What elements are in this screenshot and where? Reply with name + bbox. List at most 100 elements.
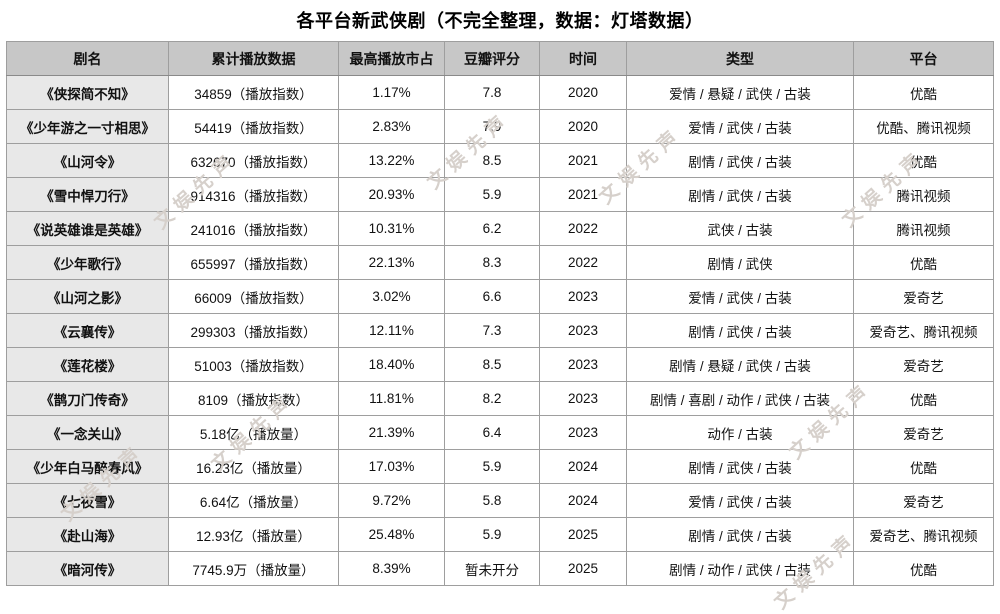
cell-rating: 5.9 (444, 517, 540, 552)
cell-market-share: 3.02% (338, 279, 445, 314)
cell-platform: 爱奇艺、腾讯视频 (853, 517, 994, 552)
cell-year: 2020 (539, 109, 627, 144)
cell-name: 《暗河传》 (6, 551, 169, 586)
cell-market-share: 11.81% (338, 381, 445, 416)
cell-market-share: 21.39% (338, 415, 445, 450)
col-header-platform: 平台 (853, 41, 994, 76)
cell-platform: 爱奇艺 (853, 483, 994, 518)
cell-rating: 暂未开分 (444, 551, 540, 586)
cell-rating: 7.3 (444, 313, 540, 348)
cell-platform: 优酷 (853, 381, 994, 416)
cell-platform: 腾讯视频 (853, 211, 994, 246)
cell-market-share: 8.39% (338, 551, 445, 586)
page-title: 各平台新武侠剧（不完全整理，数据：灯塔数据） (296, 11, 704, 31)
cell-playback: 12.93亿（播放量） (168, 517, 339, 552)
cell-platform: 优酷、腾讯视频 (853, 109, 994, 144)
cell-name: 《少年白马醉春风》 (6, 449, 169, 484)
cell-name: 《一念关山》 (6, 415, 169, 450)
table-row: 《赴山海》 12.93亿（播放量） 25.48% 5.9 2025 剧情 / 武侠 / 古… (6, 517, 994, 552)
cell-name: 《少年歌行》 (6, 245, 169, 280)
cell-name: 《鹊刀门传奇》 (6, 381, 169, 416)
cell-playback: 54419（播放指数） (168, 109, 339, 144)
cell-rating: 8.5 (444, 347, 540, 382)
cell-year: 2025 (539, 517, 627, 552)
cell-year: 2025 (539, 551, 627, 586)
cell-platform: 优酷 (853, 75, 994, 110)
cell-name: 《雪中悍刀行》 (6, 177, 169, 212)
col-header-name: 剧名 (6, 41, 169, 76)
cell-genres: 剧情 / 武侠 / 古装 (626, 143, 854, 178)
cell-playback: 241016（播放指数） (168, 211, 339, 246)
cell-year: 2023 (539, 415, 627, 450)
table-body: 《侠探简不知》 34859（播放指数） 1.17% 7.8 2020 爱情 / 悬疑 / … (6, 75, 994, 586)
cell-playback: 66009（播放指数） (168, 279, 339, 314)
cell-genres: 武侠 / 古装 (626, 211, 854, 246)
cell-playback: 7745.9万（播放量） (168, 551, 339, 586)
cell-genres: 剧情 / 武侠 / 古装 (626, 517, 854, 552)
col-header-market-share: 最高播放市占 (338, 41, 445, 76)
cell-playback: 299303（播放指数） (168, 313, 339, 348)
cell-genres: 动作 / 古装 (626, 415, 854, 450)
cell-playback: 6.64亿（播放量） (168, 483, 339, 518)
cell-playback: 914316（播放指数） (168, 177, 339, 212)
header-row: 剧名 累计播放数据 最高播放市占 豆瓣评分 时间 类型 平台 (6, 41, 994, 76)
cell-genres: 爱情 / 武侠 / 古装 (626, 483, 854, 518)
cell-market-share: 9.72% (338, 483, 445, 518)
table-row: 《雪中悍刀行》 914316（播放指数） 20.93% 5.9 2021 剧情 / 武侠 … (6, 177, 994, 212)
cell-playback: 16.23亿（播放量） (168, 449, 339, 484)
cell-name: 《侠探简不知》 (6, 75, 169, 110)
cell-playback: 5.18亿（播放量） (168, 415, 339, 450)
cell-rating: 6.6 (444, 279, 540, 314)
table-row: 《鹊刀门传奇》 8109（播放指数） 11.81% 8.2 2023 剧情 / 喜剧 / … (6, 381, 994, 416)
cell-rating: 5.9 (444, 449, 540, 484)
cell-year: 2022 (539, 211, 627, 246)
table-row: 《少年歌行》 655997（播放指数） 22.13% 8.3 2022 剧情 / 武侠 优酷 (6, 245, 994, 280)
cell-genres: 剧情 / 喜剧 / 动作 / 武侠 / 古装 (626, 381, 854, 416)
cell-name: 《山河令》 (6, 143, 169, 178)
cell-year: 2023 (539, 347, 627, 382)
cell-rating: 8.3 (444, 245, 540, 280)
table-row: 《暗河传》 7745.9万（播放量） 8.39% 暂未开分 2025 剧情 / 动作 / … (6, 551, 994, 586)
cell-rating: 5.9 (444, 177, 540, 212)
table-row: 《云襄传》 299303（播放指数） 12.11% 7.3 2023 剧情 / 武侠 / … (6, 313, 994, 348)
cell-market-share: 2.83% (338, 109, 445, 144)
cell-rating: 7.8 (444, 75, 540, 110)
cell-name: 《说英雄谁是英雄》 (6, 211, 169, 246)
cell-platform: 爱奇艺 (853, 279, 994, 314)
cell-name: 《赴山海》 (6, 517, 169, 552)
cell-genres: 爱情 / 武侠 / 古装 (626, 109, 854, 144)
cell-market-share: 18.40% (338, 347, 445, 382)
cell-platform: 爱奇艺 (853, 347, 994, 382)
cell-year: 2023 (539, 279, 627, 314)
drama-table: 剧名 累计播放数据 最高播放市占 豆瓣评分 时间 类型 平台 《侠探简不知》 34… (6, 41, 994, 586)
cell-year: 2021 (539, 143, 627, 178)
cell-playback: 34859（播放指数） (168, 75, 339, 110)
cell-name: 《少年游之一寸相思》 (6, 109, 169, 144)
infographic-root: 各平台新武侠剧（不完全整理，数据：灯塔数据） 剧名 累计播放数据 最高播放市占 … (6, 11, 994, 614)
table-row: 《侠探简不知》 34859（播放指数） 1.17% 7.8 2020 爱情 / 悬疑 / … (6, 75, 994, 110)
cell-market-share: 10.31% (338, 211, 445, 246)
cell-platform: 优酷 (853, 245, 994, 280)
table-row: 《七夜雪》 6.64亿（播放量） 9.72% 5.8 2024 爱情 / 武侠 / 古装爱… (6, 483, 994, 518)
table-row: 《说英雄谁是英雄》 241016（播放指数） 10.31% 6.2 2022 武侠 / 古… (6, 211, 994, 246)
cell-platform: 优酷 (853, 143, 994, 178)
cell-rating: 5.8 (444, 483, 540, 518)
cell-market-share: 1.17% (338, 75, 445, 110)
table-row: 《山河之影》 66009（播放指数） 3.02% 6.6 2023 爱情 / 武侠 / 古… (6, 279, 994, 314)
cell-rating: 8.2 (444, 381, 540, 416)
cell-market-share: 12.11% (338, 313, 445, 348)
cell-market-share: 20.93% (338, 177, 445, 212)
cell-rating: 6.2 (444, 211, 540, 246)
cell-market-share: 25.48% (338, 517, 445, 552)
cell-market-share: 17.03% (338, 449, 445, 484)
cell-year: 2022 (539, 245, 627, 280)
col-header-playback: 累计播放数据 (168, 41, 339, 76)
col-header-year: 时间 (539, 41, 627, 76)
cell-genres: 剧情 / 悬疑 / 武侠 / 古装 (626, 347, 854, 382)
cell-playback: 8109（播放指数） (168, 381, 339, 416)
col-header-rating: 豆瓣评分 (444, 41, 540, 76)
cell-year: 2023 (539, 313, 627, 348)
cell-name: 《莲花楼》 (6, 347, 169, 382)
cell-platform: 爱奇艺、腾讯视频 (853, 313, 994, 348)
col-header-genres: 类型 (626, 41, 854, 76)
